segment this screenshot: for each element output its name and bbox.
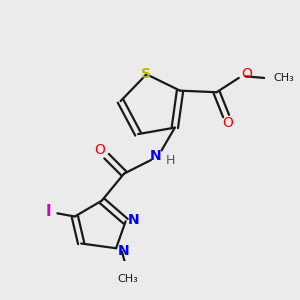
Text: S: S — [142, 67, 152, 81]
Text: CH₃: CH₃ — [274, 73, 295, 83]
Text: H: H — [165, 154, 175, 167]
Text: O: O — [241, 67, 252, 81]
Text: N: N — [128, 213, 140, 227]
Text: I: I — [46, 204, 52, 219]
Text: N: N — [150, 149, 162, 163]
Text: CH₃: CH₃ — [118, 274, 138, 284]
Text: O: O — [222, 116, 233, 130]
Text: O: O — [94, 143, 105, 157]
Text: N: N — [117, 244, 129, 258]
